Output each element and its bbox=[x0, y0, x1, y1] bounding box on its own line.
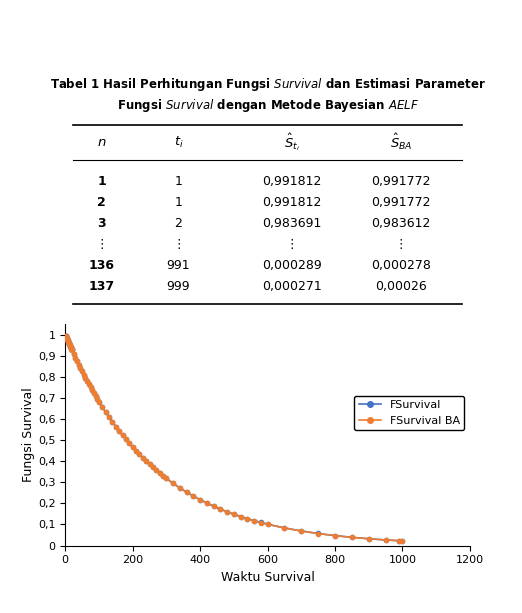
Text: $\hat{S}_{BA}$: $\hat{S}_{BA}$ bbox=[390, 132, 412, 152]
Text: 0,991812: 0,991812 bbox=[262, 175, 322, 188]
Text: 1: 1 bbox=[174, 196, 183, 209]
Text: 0,991772: 0,991772 bbox=[371, 175, 431, 188]
Text: 1: 1 bbox=[174, 175, 183, 188]
Text: ⋮: ⋮ bbox=[172, 238, 185, 251]
Text: ⋮: ⋮ bbox=[286, 238, 298, 251]
Text: 2: 2 bbox=[174, 217, 183, 230]
Text: 137: 137 bbox=[89, 280, 115, 293]
Y-axis label: Fungsi Survival: Fungsi Survival bbox=[22, 387, 35, 482]
Text: 3: 3 bbox=[97, 217, 106, 230]
Text: $n$: $n$ bbox=[97, 135, 106, 148]
Text: $\hat{S}_{t_i}$: $\hat{S}_{t_i}$ bbox=[284, 131, 300, 153]
Text: 0,991812: 0,991812 bbox=[262, 196, 322, 209]
Text: 1: 1 bbox=[97, 175, 106, 188]
Legend: FSurvival, FSurvival BA: FSurvival, FSurvival BA bbox=[354, 395, 464, 430]
Text: ⋮: ⋮ bbox=[395, 238, 407, 251]
Text: 0,991772: 0,991772 bbox=[371, 196, 431, 209]
Text: 0,00026: 0,00026 bbox=[375, 280, 427, 293]
Text: 0,983691: 0,983691 bbox=[262, 217, 322, 230]
Text: 999: 999 bbox=[167, 280, 191, 293]
Text: 0,000278: 0,000278 bbox=[371, 259, 431, 272]
Text: Tabel 1 Hasil Perhitungan Fungsi $\mathit{Survival}$ dan Estimasi Parameter: Tabel 1 Hasil Perhitungan Fungsi $\mathi… bbox=[50, 76, 485, 93]
Text: 0,000289: 0,000289 bbox=[262, 259, 322, 272]
Text: 0,983612: 0,983612 bbox=[371, 217, 431, 230]
Text: ⋮: ⋮ bbox=[96, 238, 108, 251]
Text: Fungsi $\mathit{Survival}$ dengan Metode Bayesian $\mathit{AELF}$: Fungsi $\mathit{Survival}$ dengan Metode… bbox=[116, 97, 419, 114]
Text: 991: 991 bbox=[167, 259, 191, 272]
Text: 136: 136 bbox=[89, 259, 115, 272]
X-axis label: Waktu Survival: Waktu Survival bbox=[221, 571, 314, 584]
Text: 0,000271: 0,000271 bbox=[262, 280, 322, 293]
Text: 2: 2 bbox=[97, 196, 106, 209]
Text: $t_i$: $t_i$ bbox=[174, 135, 183, 150]
